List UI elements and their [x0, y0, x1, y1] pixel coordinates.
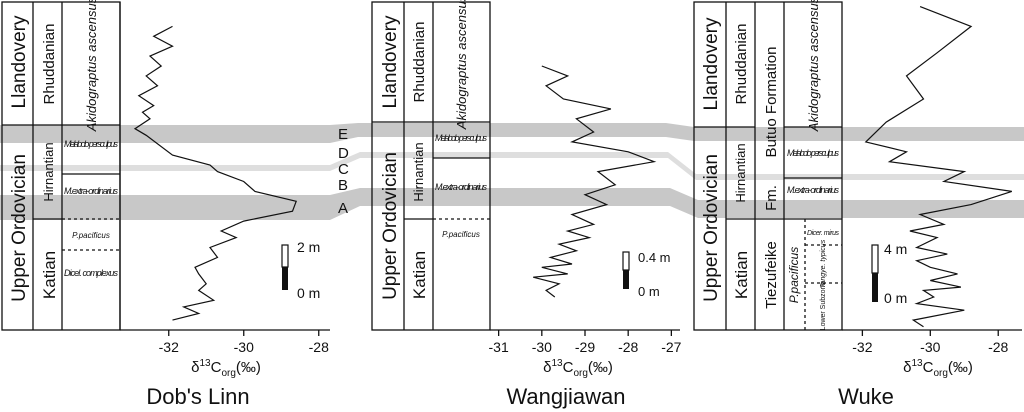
zone-extraordinarius: M.extra-ordinarius: [64, 186, 119, 196]
series-llandovery: Llandovery: [380, 15, 401, 108]
section-wuke: Llandovery Upper Ordovician Rhuddanian H…: [693, 0, 1022, 409]
wuke-scale-bar: 4 m 0 m: [871, 241, 907, 306]
scale-bottom-label: 0 m: [884, 290, 907, 306]
x-tick-label: -32: [852, 339, 872, 355]
zone-persculpus: Melabolo persculpus: [787, 148, 840, 158]
band-e: [0, 123, 1024, 143]
scale-top-label: 4 m: [884, 241, 907, 257]
series-llandovery: Llandovery: [9, 15, 30, 108]
stage-katian: Katian: [732, 251, 751, 299]
x-tick-label: -30: [234, 339, 254, 355]
stage-rhuddanian: Rhuddanian: [41, 24, 58, 105]
band-letter-a: A: [338, 200, 348, 217]
zone-pacificus: P.pacificus: [442, 230, 480, 239]
band-letter-e: E: [338, 126, 348, 143]
band-d: [0, 152, 1024, 180]
band-letter-b: B: [338, 177, 348, 194]
stage-hirnantian: Hirnantian: [41, 142, 56, 201]
scale-bottom-label: 0 m: [638, 284, 660, 299]
zone-complexus: Dicel. complexus: [64, 268, 119, 278]
x-tick-label: -30: [532, 339, 552, 355]
stage-rhuddanian: Rhuddanian: [411, 22, 428, 103]
formation-butuo: Butuo Formation: [763, 47, 780, 158]
zone-extraordinarius: M.extra-ordinarius: [787, 185, 840, 195]
formation-fm: Fm.: [763, 185, 780, 211]
band-letter-d: D: [338, 145, 349, 162]
x-tick-label: -28: [309, 339, 329, 355]
band-letters: E D C B A: [338, 126, 349, 217]
zone-akidograptus: Akidograptus ascensus: [454, 0, 469, 130]
zone-extraordinarius: M.extra-ordinarius: [435, 182, 488, 192]
zone-typicus: Tangye. typicus: [820, 239, 827, 288]
wangjiawan-ticks: -31 -30 -29 -28 -27: [489, 330, 682, 355]
wuke-curve: [864, 6, 1012, 328]
wangjiawan-title: Wangjiawan: [506, 384, 625, 409]
section-dobs-linn: Llandovery Upper Ordovician Rhuddanian H…: [1, 0, 330, 409]
scale-bottom-label: 0 m: [297, 285, 320, 301]
stage-katian: Katian: [410, 251, 429, 299]
scale-top-label: 0.4 m: [638, 250, 671, 265]
zone-akidograptus: Akidograptus ascensus: [806, 0, 821, 132]
stage-hirnantian: Hirnantian: [411, 142, 426, 201]
series-upper-ordovician: Upper Ordovician: [380, 152, 401, 300]
scale-top-label: 2 m: [297, 239, 320, 255]
zone-persculpus: Melabolo persculpus: [435, 133, 488, 143]
zone-persculpus: Melabolo persculpus: [64, 139, 119, 149]
zone-akidograptus: Akidograptus ascensus: [84, 0, 99, 132]
wuke-title: Wuke: [838, 384, 894, 409]
section-wangjiawan: Llandovery Upper Ordovician Rhuddanian H…: [371, 0, 682, 409]
correlation-bands: [0, 123, 1024, 220]
x-tick-label: -30: [920, 339, 940, 355]
wuke-ticks: -32 -30 -28: [852, 330, 1009, 355]
dobs-linn-title: Dob's Linn: [146, 384, 249, 409]
series-upper-ordovician: Upper Ordovician: [9, 154, 30, 302]
dobs-linn-xlabel: δ13Corg(‰): [191, 358, 261, 379]
band-letter-c: C: [338, 161, 349, 178]
x-tick-label: -31: [489, 339, 509, 355]
x-tick-label: -28: [618, 339, 638, 355]
dobs-linn-ticks: -32 -30 -28: [159, 330, 329, 355]
zone-label: Akidograptus ascensus: [84, 0, 99, 132]
band-a: [0, 188, 1024, 220]
series-llandovery: Llandovery: [701, 17, 722, 110]
wuke-xlabel: δ13Corg(‰): [903, 358, 973, 379]
series-upper-ordovician: Upper Ordovician: [701, 154, 722, 302]
formation-tiezufeike: Tiezufeike: [763, 241, 780, 309]
stage-rhuddanian: Rhuddanian: [733, 24, 750, 105]
zone-pacificus: P.pacificus: [72, 231, 110, 240]
x-tick-label: -32: [159, 339, 179, 355]
x-tick-label: -27: [661, 339, 681, 355]
wangjiawan-xlabel: δ13Corg(‰): [543, 358, 613, 379]
dobs-linn-curve: [133, 25, 297, 321]
wangjiawan-scale-bar: 0.4 m 0 m: [622, 250, 671, 299]
dobs-linn-axes: [119, 2, 330, 331]
wangjiawan-curve: [533, 65, 657, 298]
zone-pacificus: P.pacificus: [787, 247, 801, 303]
zone-mirus: Dicer. mirus: [807, 230, 840, 237]
x-tick-label: -29: [575, 339, 595, 355]
stage-hirnantian: Hirnantian: [733, 143, 748, 202]
dobs-linn-scale-bar: 2 m 0 m: [281, 239, 320, 301]
stage-katian: Katian: [40, 251, 59, 299]
x-tick-label: -28: [988, 339, 1008, 355]
zone-lower-subzone: Lower Subzone: [820, 282, 827, 331]
